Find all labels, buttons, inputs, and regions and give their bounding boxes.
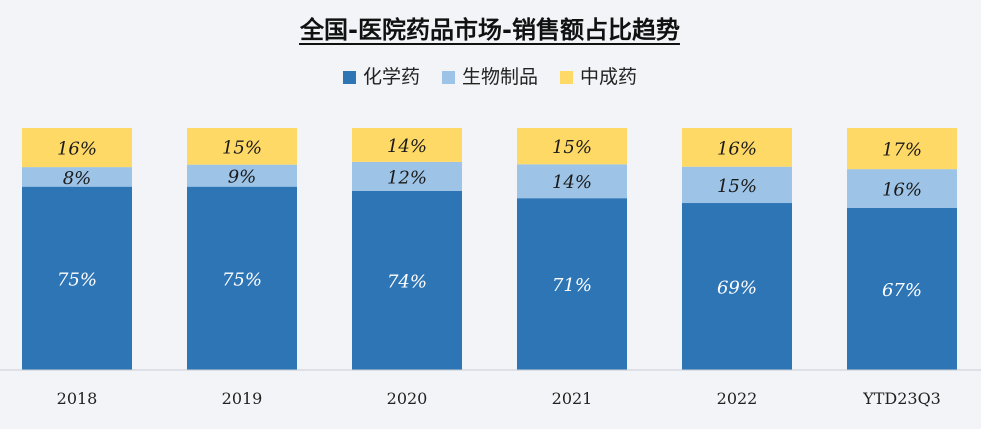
data-label: 75% <box>222 269 262 290</box>
data-label: 69% <box>717 278 757 299</box>
bar-segment <box>352 190 462 370</box>
x-tick-label: 2022 <box>717 389 758 408</box>
legend-swatch <box>441 71 455 84</box>
bar-segment <box>517 164 627 199</box>
data-label: 9% <box>228 167 257 188</box>
bar-segment <box>352 161 462 191</box>
legend-item: 中成药 <box>560 66 637 88</box>
legend-swatch <box>342 71 356 84</box>
legend-swatch <box>560 71 574 84</box>
bar-segment <box>352 128 462 162</box>
x-tick-label: 2021 <box>552 389 593 408</box>
bar-segment <box>22 128 132 168</box>
chart-legend: 化学药 生物制品 中成药 <box>342 66 637 88</box>
bar-segment <box>847 128 957 170</box>
chart-title: 全国-医院药品市场-销售额占比趋势 <box>299 16 680 44</box>
legend-label: 中成药 <box>580 66 637 88</box>
data-label: 15% <box>222 137 262 158</box>
bar-segment <box>22 186 132 370</box>
data-label: 15% <box>717 176 757 197</box>
bar-segment <box>847 207 957 370</box>
bar-segment <box>187 186 297 370</box>
x-tick-label: YTD23Q3 <box>862 389 941 408</box>
bar-segment <box>187 164 297 187</box>
bar-segment <box>847 169 957 208</box>
segment-labels-group: 75% 8% 16% 75% 9% 15% 74% 12% 14% 71% 14% 15% 69% 15%… <box>57 136 922 301</box>
x-tick-label: 2020 <box>387 389 428 408</box>
bars-group <box>22 128 957 370</box>
data-label: 75% <box>57 269 97 290</box>
data-label: 14% <box>387 136 427 157</box>
bar-segment <box>682 128 792 167</box>
x-tick-labels-group: 2018 2019 2020 2021 2022 YTD23Q3 <box>57 389 941 408</box>
data-label: 16% <box>882 180 922 201</box>
bar-segment <box>187 128 297 165</box>
bar-segment <box>517 198 627 370</box>
bar-segment <box>22 167 132 187</box>
x-tick-label: 2018 <box>57 389 98 408</box>
data-label: 74% <box>387 271 427 292</box>
data-label: 71% <box>552 275 592 296</box>
bar-segment <box>682 166 792 204</box>
legend-label: 化学药 <box>363 66 420 88</box>
data-label: 16% <box>57 139 97 160</box>
legend-item: 化学药 <box>342 66 420 88</box>
bar-segment <box>517 128 627 165</box>
bar-segment <box>682 203 792 370</box>
legend-item: 生物制品 <box>441 66 538 88</box>
data-label: 14% <box>552 172 592 193</box>
data-label: 12% <box>387 167 427 188</box>
data-label: 67% <box>882 280 922 301</box>
data-label: 15% <box>552 137 592 158</box>
legend-label: 生物制品 <box>462 66 538 88</box>
x-tick-label: 2019 <box>222 389 263 408</box>
data-label: 8% <box>63 168 92 189</box>
data-label: 16% <box>717 138 757 159</box>
data-label: 17% <box>882 140 922 161</box>
